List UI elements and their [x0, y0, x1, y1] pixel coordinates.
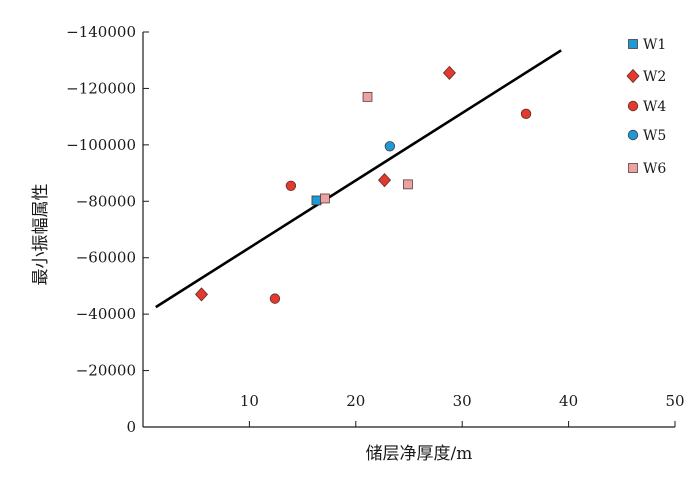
y-axis-title: 最小振幅属性	[31, 184, 51, 286]
chart-axes: 0 −20000 −40000 −60000 −80000 −100000 −120000 −…	[66, 23, 684, 436]
legend: W1 W2 W4 W5 W6	[626, 37, 666, 177]
y-tick-label: −100000	[66, 136, 136, 154]
legend-marker-w5	[627, 129, 639, 141]
y-tick-label: −140000	[66, 23, 136, 41]
data-point-w6	[320, 193, 330, 204]
trendline-layer	[155, 49, 562, 309]
data-point-w5	[384, 141, 396, 152]
y-tick-label: −80000	[76, 192, 136, 210]
x-tick-label: 30	[453, 392, 472, 410]
data-point-w1	[311, 195, 322, 206]
data-point-w2	[377, 173, 392, 188]
legend-marker-w6	[628, 163, 638, 173]
legend-marker-w1	[628, 39, 638, 49]
data-point-w4	[520, 108, 532, 120]
y-tick-label: −20000	[76, 362, 136, 380]
y-tick-label: 0	[126, 418, 136, 436]
legend-label-w4: W4	[643, 99, 666, 115]
y-tick-label: −60000	[76, 249, 136, 267]
data-point-w4	[269, 293, 281, 304]
x-tick-label: 20	[346, 392, 365, 410]
data-point-w2	[194, 287, 209, 302]
x-tick-label: 50	[665, 392, 684, 410]
y-tick-label: −40000	[76, 305, 136, 323]
data-point-w4	[285, 180, 297, 191]
legend-label-w5: W5	[643, 128, 666, 144]
x-tick-label: 10	[240, 392, 259, 410]
x-tick-label: 40	[559, 392, 578, 410]
trendline	[155, 49, 562, 309]
legend-marker-w4	[627, 100, 639, 112]
y-tick-label: −120000	[66, 79, 136, 97]
data-point-w2	[442, 65, 456, 81]
data-point-w6	[362, 91, 373, 102]
data-points-layer	[194, 65, 532, 304]
legend-label-w6: W6	[643, 161, 666, 177]
legend-marker-w2	[626, 68, 640, 84]
legend-label-w2: W2	[643, 69, 666, 85]
data-point-w6	[403, 179, 413, 190]
x-axis-title: 储层净厚度/m	[366, 444, 473, 464]
legend-label-w1: W1	[643, 37, 666, 53]
